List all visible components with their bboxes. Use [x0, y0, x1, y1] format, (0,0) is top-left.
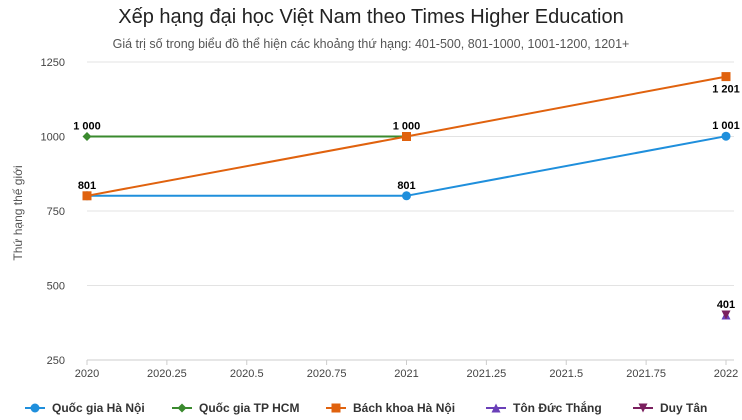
legend-label: Duy Tân	[660, 401, 707, 415]
y-tick-label: 1000	[41, 132, 65, 144]
x-tick-label: 2021	[394, 368, 418, 380]
data-point	[82, 191, 92, 201]
series-1	[82, 132, 411, 141]
legend-item-1: Quốc gia TP HCM	[172, 401, 299, 415]
legend-marker	[491, 403, 501, 413]
legend-marker	[331, 403, 341, 413]
legend-item-2: Bách khoa Hà Nội	[326, 401, 455, 415]
y-tick-label: 750	[47, 206, 65, 218]
series-layer	[82, 72, 731, 320]
data-label: 401	[717, 299, 735, 311]
data-point	[721, 131, 731, 141]
data-point	[82, 132, 92, 141]
x-tick-label: 2020.75	[307, 368, 347, 380]
y-tick-label: 500	[47, 281, 65, 293]
legend: Quốc gia Hà Nội Quốc gia TP HCM Bách khoa …	[25, 400, 707, 415]
data-label: 801	[78, 180, 96, 192]
legend-marker	[638, 403, 648, 413]
x-tick-label: 2022	[714, 368, 738, 380]
legend-marker	[30, 403, 40, 413]
legend-label: Quốc gia Hà Nội	[52, 401, 145, 415]
data-point	[721, 310, 731, 320]
data-point	[402, 132, 411, 141]
grid-layer	[87, 61, 734, 361]
data-label-layer: 801 1 001 1 000 801 1 000 1 201 401	[73, 84, 740, 311]
data-label: 1 000	[393, 121, 421, 133]
y-axis-title: Thứ hạng thế giới	[11, 165, 25, 260]
data-label: 801	[397, 180, 415, 192]
chart-subtitle: Giá trị số trong biểu đồ thể hiện các kh…	[112, 37, 630, 51]
y-tick-label: 250	[47, 355, 65, 367]
x-tick-label: 2021.75	[626, 368, 666, 380]
data-point	[721, 72, 731, 82]
x-tick-label: 2020.5	[230, 368, 264, 380]
chart-title: Xếp hạng đại học Việt Nam theo Times Hig…	[118, 6, 624, 28]
x-tick-label: 2020	[75, 368, 99, 380]
data-label: 1 201	[712, 84, 740, 96]
legend-item-3: Tôn Đức Thắng	[486, 400, 602, 415]
legend-item-0: Quốc gia Hà Nội	[25, 401, 145, 415]
data-label: 1 001	[712, 120, 740, 132]
y-tick-label: 1250	[41, 57, 65, 69]
series-2	[82, 72, 731, 201]
data-point	[402, 191, 411, 201]
legend-label: Quốc gia TP HCM	[199, 401, 299, 415]
data-label: 1 000	[73, 121, 101, 133]
legend-marker	[177, 403, 187, 413]
x-tick-label: 2021.25	[466, 368, 506, 380]
legend-label: Tôn Đức Thắng	[513, 400, 602, 415]
legend-item-4: Duy Tân	[633, 401, 707, 415]
x-tick-label: 2021.5	[549, 368, 583, 380]
series-4	[721, 310, 731, 320]
legend-label: Bách khoa Hà Nội	[353, 401, 455, 415]
x-tick-label: 2020.25	[147, 368, 187, 380]
axis-layer: 250 500 750 1000 1250 2020 2020.25 2020.5 2020.7…	[11, 57, 738, 380]
